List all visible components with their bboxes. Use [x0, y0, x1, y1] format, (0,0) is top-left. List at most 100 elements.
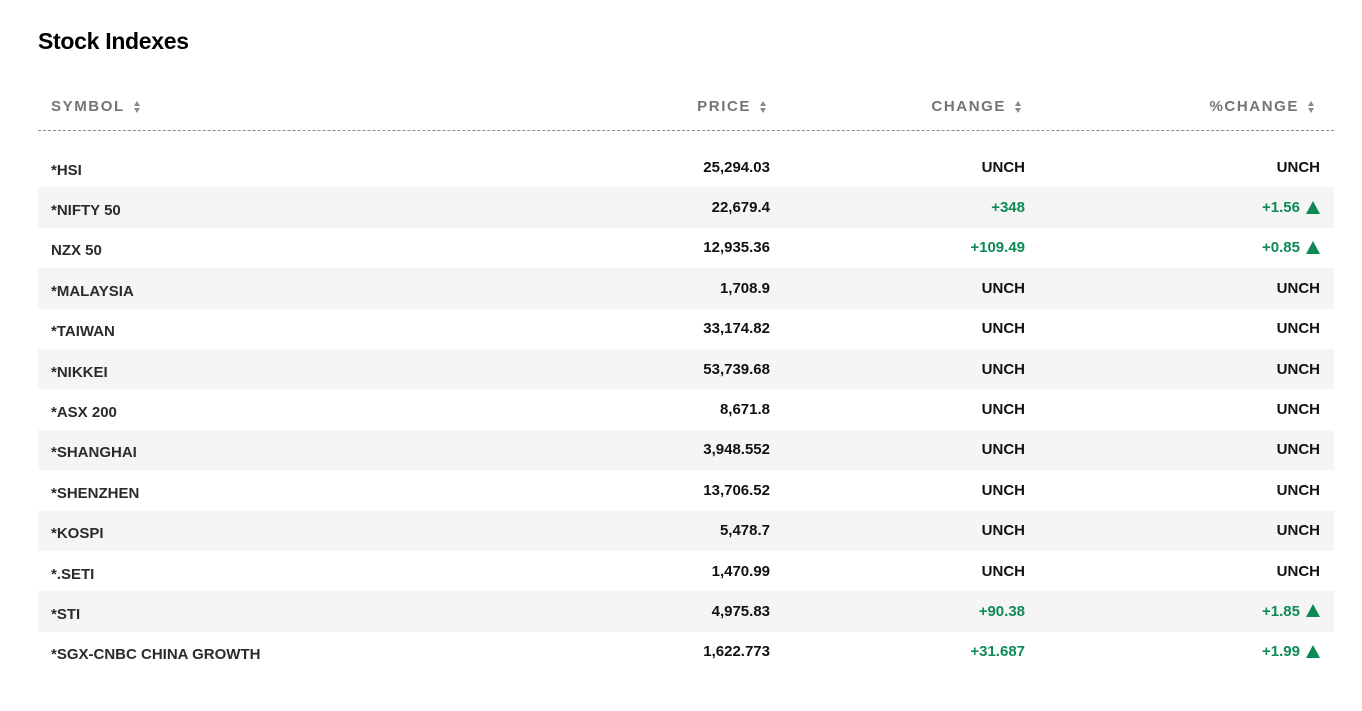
- price-cell-value: 1,622.773: [703, 643, 770, 661]
- symbol-link[interactable]: *NIFTY 50: [51, 187, 121, 230]
- table-row[interactable]: *.SETI 1,470.99 UNCH UNCH: [38, 551, 1334, 591]
- table-row[interactable]: *NIFTY 50 22,679.4 +348 +1.56: [38, 187, 1334, 230]
- symbol-link-value[interactable]: *SGX-CNBC CHINA GROWTH: [51, 646, 261, 664]
- symbol-link[interactable]: *SGX-CNBC CHINA GROWTH: [51, 632, 260, 675]
- change-cell: +348: [991, 187, 1025, 227]
- symbol-link-value[interactable]: *SHANGHAI: [51, 444, 137, 462]
- price-cell: 3,948.552: [703, 430, 770, 470]
- symbol-link-value[interactable]: *HSI: [51, 161, 82, 179]
- table-row[interactable]: *NIKKEI 53,739.68 UNCH UNCH: [38, 348, 1334, 392]
- symbol-link[interactable]: *KOSPI: [51, 511, 104, 554]
- symbol-link[interactable]: *STI: [51, 591, 80, 634]
- table-row[interactable]: *SHANGHAI 3,948.552 UNCH UNCH: [38, 429, 1334, 473]
- price-cell-value: 5,478.7: [719, 522, 770, 540]
- pct-change-cell-value: +1.85: [1262, 602, 1300, 620]
- symbol-link-value[interactable]: *MALAYSIA: [51, 282, 134, 300]
- symbol-link[interactable]: *NIKKEI: [51, 349, 108, 392]
- price-cell-value: 1,708.9: [719, 279, 770, 297]
- symbol-link-value[interactable]: *STI: [51, 605, 81, 623]
- table-row[interactable]: *STI 4,975.83 +90.38 +1.85: [38, 591, 1334, 634]
- price-cell: 12,935.36: [703, 228, 770, 268]
- column-header-pct-change-label: %CHANGE: [1209, 98, 1299, 115]
- symbol-link[interactable]: *HSI: [51, 147, 82, 190]
- pct-change-cell: UNCH: [1277, 511, 1320, 551]
- change-cell: UNCH: [982, 470, 1025, 510]
- symbol-link-value[interactable]: *TAIWAN: [51, 323, 115, 341]
- symbol-link-value[interactable]: NZX 50: [51, 242, 102, 260]
- column-header-pct-change[interactable]: %CHANGE: [1209, 98, 1314, 115]
- table-row[interactable]: NZX 50 12,935.36 +109.49 +0.85: [38, 228, 1334, 268]
- change-cell: UNCH: [982, 511, 1025, 551]
- pct-change-cell-value: UNCH: [1276, 522, 1320, 540]
- up-arrow-icon: [1306, 200, 1320, 214]
- pct-change-cell-value: UNCH: [1276, 279, 1320, 297]
- sort-icon: [760, 100, 766, 113]
- table-body: *HSI 25,294.03 UNCH UNCH *NIFTY 50 22,679.4 +3…: [38, 147, 1334, 672]
- sort-icon: [1015, 100, 1021, 113]
- page-title: Stock Indexes: [38, 28, 189, 54]
- pct-change-cell: UNCH: [1277, 268, 1320, 308]
- column-header-change[interactable]: CHANGE: [931, 98, 1021, 115]
- column-header-price[interactable]: PRICE: [697, 98, 766, 115]
- symbol-link[interactable]: NZX 50: [51, 228, 102, 271]
- change-cell: +109.49: [970, 228, 1025, 268]
- price-cell-value: 3,948.552: [703, 441, 770, 459]
- pct-change-cell: +1.85: [1262, 591, 1320, 631]
- column-header-price-label: PRICE: [697, 98, 751, 115]
- up-arrow-icon: [1306, 604, 1320, 618]
- change-cell-value: UNCH: [981, 279, 1025, 297]
- change-cell-value: UNCH: [981, 481, 1025, 499]
- symbol-link[interactable]: *MALAYSIA: [51, 268, 134, 311]
- price-cell-value: 25,294.03: [703, 158, 770, 176]
- price-cell: 53,739.68: [703, 349, 770, 389]
- symbol-link-value[interactable]: *NIFTY 50: [51, 202, 121, 220]
- pct-change-cell: +1.99: [1262, 632, 1320, 672]
- change-cell: UNCH: [982, 389, 1025, 429]
- price-cell: 4,975.83: [712, 591, 770, 631]
- pct-change-cell: +1.56: [1262, 187, 1320, 227]
- symbol-link[interactable]: *TAIWAN: [51, 309, 115, 352]
- table-row[interactable]: *ASX 200 8,671.8 UNCH UNCH: [38, 389, 1334, 429]
- symbol-link-value[interactable]: *KOSPI: [51, 525, 104, 543]
- change-cell-value: UNCH: [981, 562, 1025, 580]
- table-row[interactable]: *MALAYSIA 1,708.9 UNCH UNCH: [38, 268, 1334, 311]
- change-cell-value: UNCH: [981, 158, 1025, 176]
- price-cell-value: 22,679.4: [711, 199, 770, 217]
- symbol-link-value[interactable]: *SHENZHEN: [51, 484, 140, 502]
- pct-change-cell-value: UNCH: [1276, 360, 1320, 378]
- pct-change-cell-value: UNCH: [1276, 562, 1320, 580]
- change-cell: UNCH: [982, 147, 1025, 187]
- symbol-link-value[interactable]: *ASX 200: [51, 404, 117, 422]
- pct-change-cell-value: +0.85: [1262, 239, 1300, 257]
- change-cell: UNCH: [982, 268, 1025, 308]
- change-cell: UNCH: [982, 551, 1025, 591]
- pct-change-cell: UNCH: [1277, 349, 1320, 389]
- pct-change-cell: +0.85: [1262, 228, 1320, 268]
- change-cell: +90.38: [979, 591, 1025, 631]
- symbol-link[interactable]: *SHANGHAI: [51, 430, 137, 473]
- symbol-link[interactable]: *ASX 200: [51, 389, 117, 432]
- pct-change-cell: UNCH: [1277, 147, 1320, 187]
- change-cell-value: UNCH: [981, 441, 1025, 459]
- pct-change-cell-value: UNCH: [1276, 441, 1320, 459]
- price-cell: 1,708.9: [720, 268, 770, 308]
- table-row[interactable]: *SGX-CNBC CHINA GROWTH 1,622.773 +31.687 +1…: [38, 632, 1334, 672]
- symbol-link[interactable]: *.SETI: [51, 551, 94, 594]
- price-cell-value: 1,470.99: [711, 562, 770, 580]
- pct-change-cell: UNCH: [1277, 430, 1320, 470]
- up-arrow-icon: [1306, 644, 1320, 658]
- column-header-symbol[interactable]: SYMBOL: [51, 98, 140, 115]
- table-row[interactable]: *SHENZHEN 13,706.52 UNCH UNCH: [38, 470, 1334, 510]
- table-row[interactable]: *HSI 25,294.03 UNCH UNCH: [38, 147, 1334, 187]
- table-row[interactable]: *KOSPI 5,478.7 UNCH UNCH: [38, 510, 1334, 554]
- pct-change-cell-value: +1.56: [1262, 199, 1300, 217]
- pct-change-cell: UNCH: [1277, 389, 1320, 429]
- symbol-link-value[interactable]: *NIKKEI: [51, 363, 108, 381]
- price-cell-value: 4,975.83: [711, 602, 770, 620]
- symbol-link[interactable]: *SHENZHEN: [51, 470, 139, 513]
- symbol-link-value[interactable]: *.SETI: [51, 565, 95, 583]
- table-row[interactable]: *TAIWAN 33,174.82 UNCH UNCH: [38, 309, 1334, 349]
- price-cell: 5,478.7: [720, 511, 770, 551]
- change-cell-value: +109.49: [970, 239, 1025, 257]
- sort-icon: [133, 100, 140, 113]
